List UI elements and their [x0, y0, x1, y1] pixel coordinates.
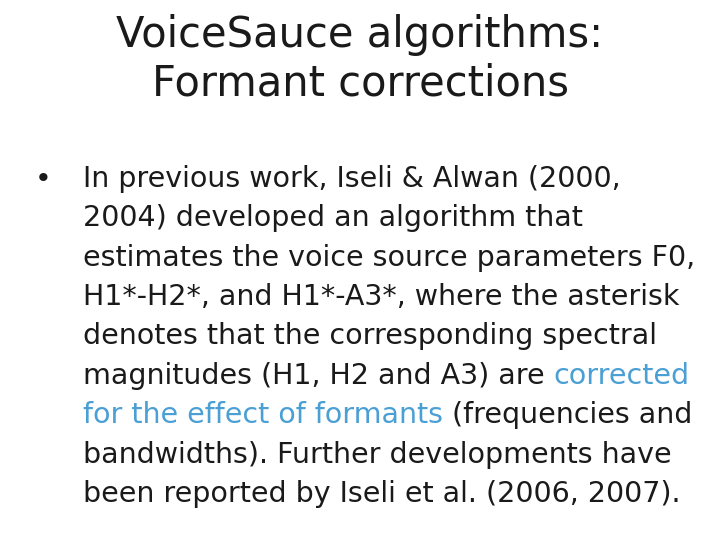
Text: H1*-H2*, and H1*-A3*, where the asterisk: H1*-H2*, and H1*-A3*, where the asterisk [83, 283, 679, 311]
Text: corrected: corrected [554, 362, 690, 390]
Text: for the effect of formants: for the effect of formants [83, 401, 443, 429]
Text: bandwidths). Further developments have: bandwidths). Further developments have [83, 441, 672, 469]
Text: •: • [35, 165, 51, 193]
Text: VoiceSauce algorithms:
Formant corrections: VoiceSauce algorithms: Formant correctio… [117, 14, 603, 104]
Text: been reported by Iseli et al. (2006, 2007).: been reported by Iseli et al. (2006, 200… [83, 480, 680, 508]
Text: magnitudes (H1, H2 and A3) are: magnitudes (H1, H2 and A3) are [83, 362, 554, 390]
Text: 2004) developed an algorithm that: 2004) developed an algorithm that [83, 204, 582, 232]
Text: (frequencies and: (frequencies and [443, 401, 692, 429]
Text: estimates the voice source parameters F0,: estimates the voice source parameters F0… [83, 244, 695, 272]
Text: denotes that the corresponding spectral: denotes that the corresponding spectral [83, 322, 657, 350]
Text: In previous work, Iseli & Alwan (2000,: In previous work, Iseli & Alwan (2000, [83, 165, 621, 193]
